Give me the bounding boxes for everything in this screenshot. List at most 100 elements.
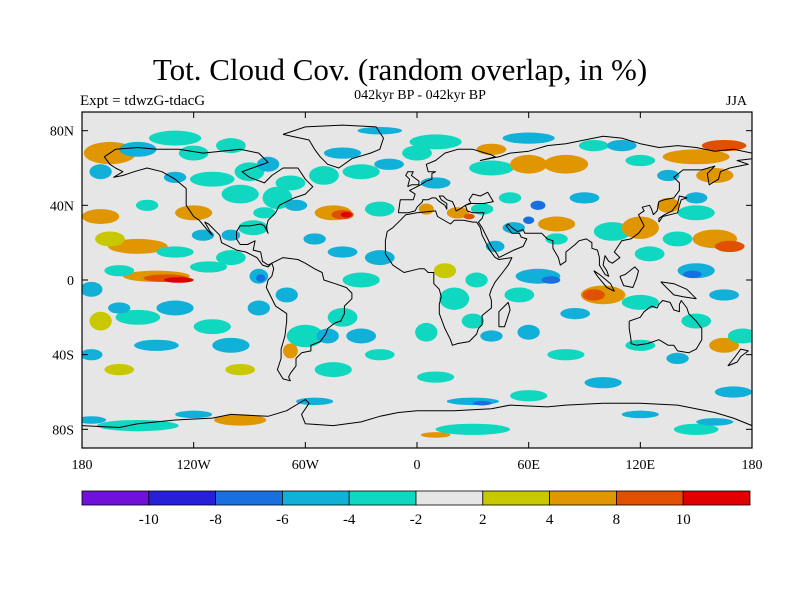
anomaly-patch	[545, 233, 568, 245]
anomaly-patch	[621, 216, 659, 239]
anomaly-patch	[435, 423, 511, 435]
colorbar-swatch	[482, 490, 550, 506]
colorbar-label: -6	[276, 512, 289, 528]
anomaly-patch	[212, 337, 250, 353]
anomaly-patch	[673, 423, 719, 435]
anomaly-patch	[420, 177, 451, 189]
anomaly-patch	[402, 145, 432, 161]
anomaly-patch	[683, 270, 702, 279]
anomaly-patch	[89, 164, 112, 180]
anomaly-patch	[95, 231, 125, 247]
colorbar-swatch	[215, 490, 283, 506]
anomaly-patch	[510, 154, 548, 174]
anomaly-patch	[191, 229, 215, 241]
colorbar-label: 4	[546, 512, 554, 528]
lat-tick-label: 40S	[52, 349, 74, 364]
anomaly-patch	[418, 203, 434, 215]
anomaly-patch	[284, 199, 308, 211]
coastline-indonesia	[593, 270, 615, 292]
colorbar-label: 8	[613, 512, 621, 528]
anomaly-patch	[253, 207, 276, 219]
anomaly-patch	[584, 377, 622, 389]
anomaly-patch	[374, 158, 404, 170]
anomaly-patch	[569, 192, 600, 204]
coastline-japan	[658, 195, 688, 223]
lat-tick-label: 80N	[50, 125, 74, 140]
anomaly-patch	[193, 319, 231, 335]
anomaly-patch	[530, 200, 546, 210]
anomaly-patch	[420, 432, 451, 438]
coastline-british-isles	[405, 171, 420, 188]
anomaly-patch	[446, 397, 499, 406]
experiment-label: Expt = tdwzG-tdacG	[80, 93, 206, 109]
anomaly-patch	[163, 277, 194, 283]
anomaly-patch	[714, 386, 752, 398]
coastline-antarctica	[82, 399, 752, 428]
anomaly-patch	[216, 250, 246, 266]
anomaly-patch	[709, 289, 739, 301]
colorbar-swatch	[549, 490, 617, 506]
anomaly-patch	[82, 209, 120, 225]
anomaly-patch	[666, 352, 689, 364]
anomaly-patch	[178, 145, 209, 161]
anomaly-patch	[156, 300, 194, 316]
anomaly-patch	[517, 324, 540, 340]
anomaly-patch	[696, 418, 734, 426]
colorbar-label: 2	[479, 512, 487, 528]
anomaly-patch	[701, 140, 747, 152]
anomaly-patch	[485, 240, 505, 252]
anomaly-patch	[283, 343, 298, 359]
anomaly-patch	[439, 287, 470, 310]
anomaly-patch	[582, 289, 605, 301]
anomaly-patch	[685, 192, 708, 204]
anomaly-patch	[547, 349, 585, 361]
anomaly-patch	[523, 216, 535, 224]
anomaly-patch	[189, 261, 228, 273]
anomaly-patch	[593, 222, 632, 241]
map-background	[82, 112, 752, 448]
anomaly-patch	[476, 143, 507, 155]
anomaly-patch	[82, 349, 103, 361]
colorbar-swatch	[281, 490, 350, 506]
anomaly-patch	[214, 414, 267, 426]
anomaly-patch	[89, 311, 112, 331]
anomaly-patch	[502, 132, 555, 144]
anomaly-patch	[342, 164, 380, 180]
anomaly-patch	[104, 364, 135, 376]
anomaly-patch	[621, 294, 659, 310]
colorbar-swatch	[348, 490, 417, 506]
anomaly-patch	[560, 308, 591, 320]
colorbar: -10 -8 -6 -4 -2 2 4 8 10	[81, 490, 751, 528]
colorbar-label: -8	[209, 512, 222, 528]
colorbar-swatch	[81, 490, 150, 506]
coastlines	[82, 124, 752, 428]
colorbar-label: 10	[676, 512, 691, 528]
anomaly-patch	[662, 231, 693, 247]
anomaly-patch	[189, 171, 235, 187]
anomaly-patch	[634, 246, 665, 262]
anomaly-patch	[163, 171, 187, 183]
anomaly-patch	[256, 156, 280, 172]
anomaly-patch	[606, 140, 637, 152]
anomaly-patch	[275, 287, 298, 303]
anomaly-patch	[625, 339, 656, 351]
anomaly-patch	[469, 160, 514, 176]
anomaly-patch	[677, 205, 715, 221]
lat-tick-label: 40N	[50, 199, 74, 214]
coastline-north-america	[103, 147, 314, 268]
map-title: Tot. Cloud Cov. (random overlap, in %)	[152, 52, 648, 87]
anomaly-patch	[175, 410, 213, 419]
coastline-south-america	[265, 257, 353, 382]
lat-tick-label: 80S	[52, 423, 74, 438]
colorbar-label: -10	[139, 512, 159, 528]
anomaly-patch	[409, 134, 462, 150]
anomaly-patch	[115, 309, 161, 325]
anomaly-patch	[175, 205, 213, 221]
anomaly-patch	[135, 199, 159, 211]
anomaly-patch	[461, 313, 485, 329]
colorbar-label: -2	[410, 512, 423, 528]
anomaly-patch	[309, 166, 339, 185]
anomaly-patch	[96, 420, 179, 432]
anomaly-patch	[502, 222, 525, 234]
anomaly-patch	[415, 322, 438, 342]
